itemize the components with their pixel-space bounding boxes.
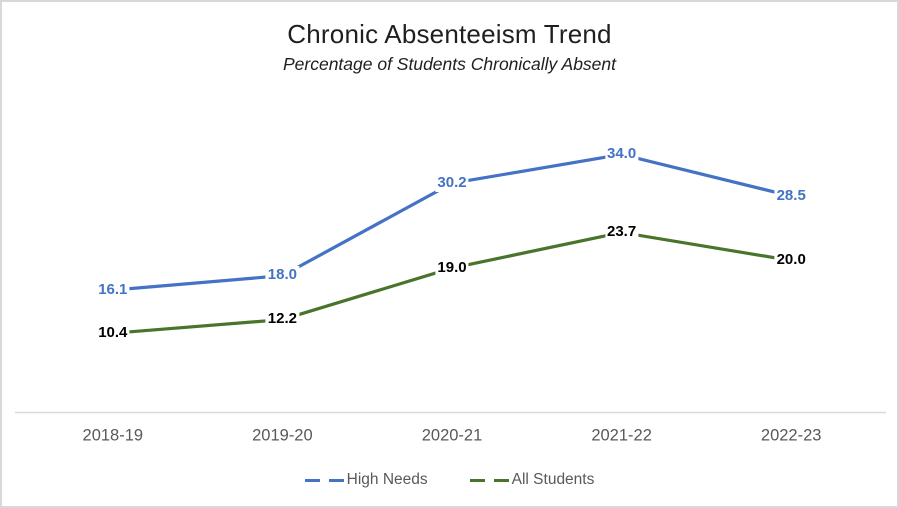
legend-dash bbox=[493, 478, 509, 482]
x-axis-label-2018-19: 2018-19 bbox=[82, 426, 144, 445]
data-label-all-students-2022-23: 20.0 bbox=[774, 251, 808, 269]
data-label-high-needs-2018-19: 16.1 bbox=[96, 280, 130, 299]
legend: High Needs All Students bbox=[2, 471, 897, 489]
legend-item-all-students: All Students bbox=[469, 471, 595, 489]
legend-item-high-needs: High Needs bbox=[304, 471, 428, 489]
x-axis-label-2022-23: 2022-23 bbox=[760, 426, 822, 445]
data-label-all-students-2018-19: 10.4 bbox=[96, 323, 130, 342]
legend-label-all-students: All Students bbox=[511, 471, 595, 488]
data-label-high-needs-2021-22: 34.0 bbox=[604, 144, 639, 163]
legend-dash bbox=[469, 478, 485, 482]
x-axis-label-2019-20: 2019-20 bbox=[252, 426, 313, 445]
legend-dash bbox=[304, 478, 320, 482]
data-label-all-students-2021-22: 23.7 bbox=[604, 222, 639, 241]
data-label-all-students-2020-21: 19.0 bbox=[435, 258, 469, 277]
data-label-all-students-2019-20: 12.2 bbox=[265, 310, 299, 329]
x-axis-label-2020-21: 2020-21 bbox=[421, 426, 483, 445]
legend-line-marker-high-needs bbox=[304, 478, 344, 482]
data-label-high-needs-2022-23: 28.5 bbox=[774, 186, 808, 205]
data-label-high-needs-2019-20: 18.0 bbox=[265, 266, 299, 285]
legend-label-high-needs: High Needs bbox=[346, 471, 428, 488]
x-axis-label-2021-22: 2021-22 bbox=[591, 426, 652, 445]
data-label-high-needs-2020-21: 30.2 bbox=[435, 173, 469, 192]
legend-line-marker-all-students bbox=[469, 478, 509, 482]
legend-dash bbox=[328, 478, 344, 482]
